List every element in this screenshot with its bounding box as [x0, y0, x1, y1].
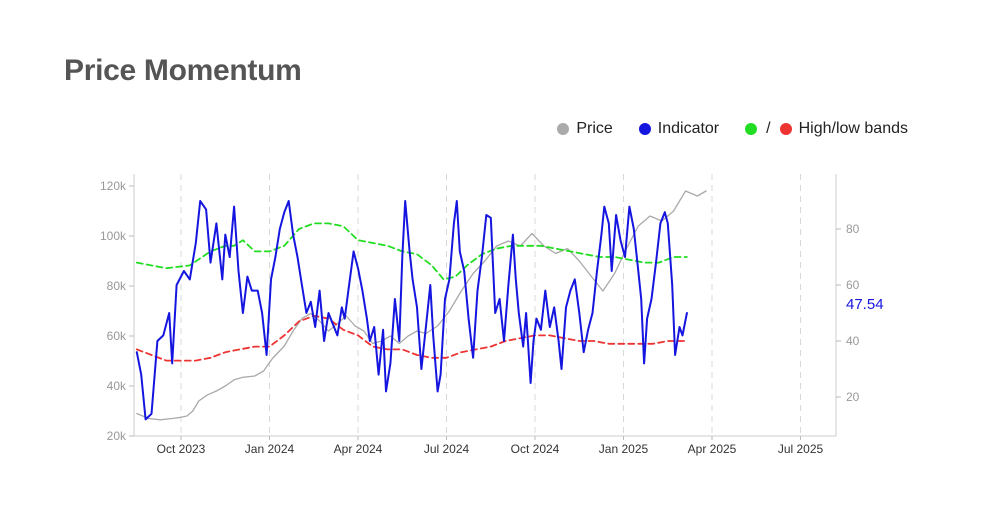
legend-label-bands: High/low bands: [798, 120, 908, 137]
x-tick-label: Jul 2025: [778, 442, 824, 456]
x-tick-label: Oct 2024: [511, 442, 560, 456]
low-band-series-line: [135, 314, 688, 362]
y-left-tick-label: 40k: [107, 379, 127, 393]
y-right-tick-label: 40: [846, 334, 860, 348]
legend-label-price: Price: [576, 120, 613, 137]
indicator-last-value-label: 47.54: [846, 296, 884, 313]
chart-legend: Price Indicator / High/low bands: [557, 120, 908, 138]
chart-title: Price Momentum: [64, 54, 302, 87]
low-band-legend-dot-icon: [779, 123, 792, 135]
legend-item-price[interactable]: Price: [557, 120, 613, 138]
legend-item-bands[interactable]: / High/low bands: [745, 120, 908, 138]
price-series-line: [136, 190, 707, 421]
y-left-tick-label: 80k: [107, 279, 127, 293]
x-tick-label: Jan 2024: [245, 442, 295, 456]
high-band-series-line: [135, 222, 688, 281]
y-right-tick-label: 60: [846, 278, 860, 292]
legend-label-indicator: Indicator: [657, 120, 720, 137]
legend-item-indicator[interactable]: Indicator: [638, 120, 720, 138]
y-left-tick-label: 60k: [107, 329, 127, 343]
x-tick-label: Jul 2024: [424, 442, 470, 456]
x-tick-label: Jan 2025: [599, 442, 649, 456]
legend-band-separator: /: [766, 120, 771, 137]
high-band-legend-dot-icon: [745, 123, 758, 135]
x-tick-label: Oct 2023: [157, 442, 206, 456]
y-right-tick-label: 20: [846, 390, 860, 404]
y-left-tick-label: 100k: [100, 229, 127, 243]
y-right-tick-label: 80: [846, 222, 860, 236]
price-legend-dot-icon: [557, 123, 570, 135]
indicator-legend-dot-icon: [638, 123, 651, 135]
x-tick-label: Apr 2024: [334, 442, 383, 456]
y-left-tick-label: 120k: [100, 179, 127, 193]
y-left-tick-label: 20k: [107, 429, 127, 443]
x-tick-label: Apr 2025: [688, 442, 737, 456]
indicator-series-line: [135, 200, 688, 421]
